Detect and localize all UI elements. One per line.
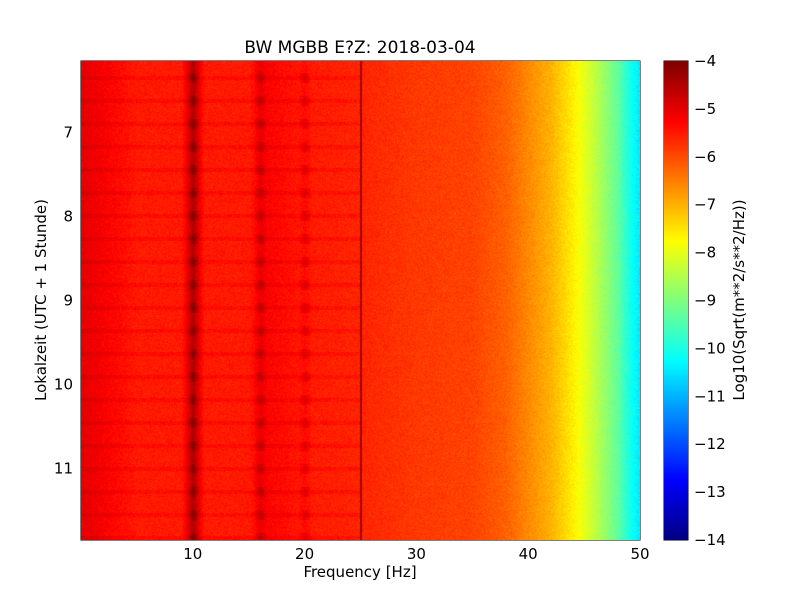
colorbar-tick-label: −10 [694,339,726,357]
x-tick-label: 30 [407,545,426,563]
chart-title: BW MGBB E?Z: 2018-03-04 [244,38,475,58]
y-tick-label: 7 [63,123,73,141]
y-tick-label: 10 [54,376,73,394]
colorbar-label: Log10(Sqrt(m**2/s**2/Hz)) [730,199,748,400]
colorbar-tick-label: −14 [694,531,726,549]
colorbar-tick-label: −4 [694,52,716,70]
colorbar-tick-label: −9 [694,292,716,310]
colorbar-tick-label: −5 [694,100,716,118]
colorbar-axis: −4 −5 −6 −7 −8 −9 −10 −11 −12 −13 −14 [683,52,726,549]
colorbar-tick-label: −13 [694,483,726,501]
spectrogram-heatmap [81,61,640,540]
y-tick-label: 11 [54,460,73,478]
colorbar-tick-label: −12 [694,435,726,453]
colorbar-tick-label: −7 [694,196,716,214]
y-axis-label: Lokalzeit (UTC + 1 Stunde) [32,199,50,401]
x-tick-label: 50 [630,545,649,563]
x-tick-label: 10 [183,545,202,563]
colorbar-tick-label: −6 [694,148,716,166]
x-axis: 10 20 30 40 50 [183,61,650,563]
x-tick-label: 20 [295,545,314,563]
colorbar-tick-label: −8 [694,244,716,262]
x-axis-label: Frequency [Hz] [303,563,416,581]
x-tick-label: 40 [519,545,538,563]
y-tick-label: 8 [63,207,73,225]
colorbar-tick-label: −11 [694,387,726,405]
colorbar-gradient [664,61,688,540]
y-tick-label: 9 [63,292,73,310]
